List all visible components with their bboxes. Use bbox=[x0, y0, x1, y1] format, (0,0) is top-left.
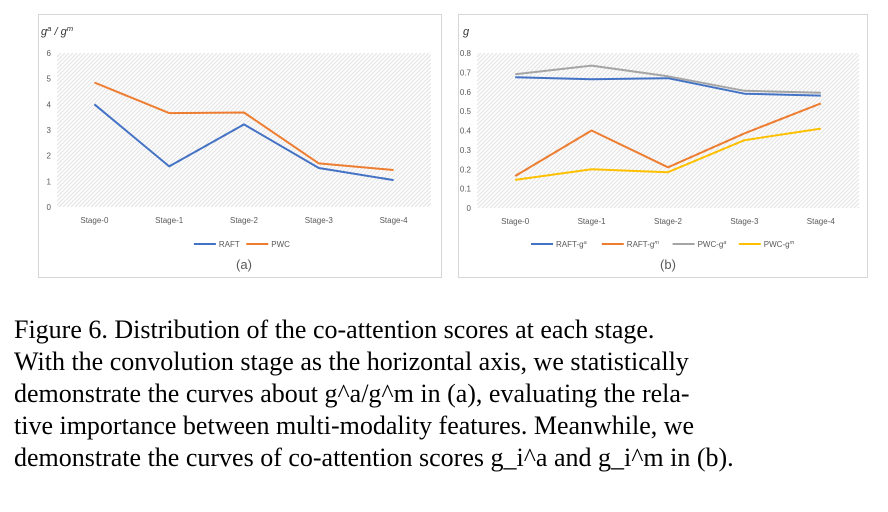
y-tick-label: 0.8 bbox=[460, 49, 472, 58]
y-tick-label: 0.1 bbox=[460, 185, 472, 194]
caption-line: With the convolution stage as the horizo… bbox=[14, 347, 689, 376]
caption-line: Figure 6. Distribution of the co-attenti… bbox=[14, 315, 655, 344]
legend-label: RAFT-ga bbox=[556, 240, 587, 249]
plot-area bbox=[57, 53, 431, 207]
x-tick-label: Stage-3 bbox=[305, 216, 334, 225]
y-tick-label: 0.4 bbox=[460, 127, 472, 136]
series-line bbox=[94, 81, 394, 171]
series-line bbox=[515, 76, 821, 97]
legend-label: RAFT-gm bbox=[627, 240, 660, 249]
y-tick-label: 0.5 bbox=[460, 107, 472, 116]
y-tick-label: 2 bbox=[47, 152, 52, 161]
x-tick-label: Stage-2 bbox=[654, 217, 683, 226]
x-tick-label: Stage-4 bbox=[380, 216, 409, 225]
series-line bbox=[514, 102, 822, 177]
y-axis-label: g bbox=[463, 26, 470, 38]
x-tick-label: Stage-3 bbox=[730, 217, 759, 226]
legend-label: PWC-ga bbox=[698, 240, 727, 249]
chart-a-svg: ga / gm 0 1 2 3 4 5 6 Stage-0 Stage-1 Stage-2 Stage… bbox=[41, 24, 431, 272]
y-tick-label: 3 bbox=[47, 126, 52, 135]
y-tick-label: 4 bbox=[47, 100, 52, 109]
y-axis-label: ga / gm bbox=[41, 24, 74, 39]
y-tick-label: 1 bbox=[47, 177, 52, 186]
y-tick-label: 0.7 bbox=[460, 68, 472, 77]
legend-label: PWC bbox=[271, 240, 290, 249]
x-tick-label: Stage-0 bbox=[501, 217, 530, 226]
y-tick-label: 0.3 bbox=[460, 146, 472, 155]
x-tick-label: Stage-4 bbox=[807, 217, 836, 226]
chart-legend: RAFT-ga RAFT-gm PWC-ga PWC-gm bbox=[531, 240, 795, 249]
x-tick-label: Stage-0 bbox=[80, 216, 109, 225]
caption-line: demonstrate the curves of co-attention s… bbox=[14, 443, 734, 472]
series-line bbox=[515, 64, 821, 94]
caption-line: demonstrate the curves about g^a/g^m in … bbox=[14, 379, 690, 408]
x-tick-label: Stage-1 bbox=[155, 216, 184, 225]
y-tick-label: 0 bbox=[467, 204, 472, 213]
panel-label: (a) bbox=[236, 257, 252, 272]
y-tick-label: 5 bbox=[47, 75, 52, 84]
series-line bbox=[93, 103, 394, 182]
legend-label: RAFT bbox=[219, 240, 240, 249]
legend-label: PWC-gm bbox=[764, 240, 795, 249]
x-tick-label: Stage-1 bbox=[578, 217, 607, 226]
series-line bbox=[515, 127, 821, 181]
chart-panel-a: ga / gm 0 1 2 3 4 5 6 Stage-0 Stage-1 Stage-2 Stage… bbox=[38, 14, 442, 278]
chart-legend: RAFT PWC bbox=[193, 240, 290, 249]
caption-line: tive importance between multi-modality f… bbox=[14, 411, 695, 440]
y-tick-label: 0.6 bbox=[460, 88, 472, 97]
x-tick-label: Stage-2 bbox=[230, 216, 259, 225]
figure-caption: Figure 6. Distribution of the co-attenti… bbox=[14, 314, 876, 474]
y-tick-label: 0.2 bbox=[460, 165, 472, 174]
panel-label: (b) bbox=[660, 257, 676, 272]
chart-panel-b: g 0 0.1 0.2 0.3 0.4 0.5 0.6 0.7 0.8 Stage-0 Stage-1… bbox=[458, 14, 868, 278]
chart-b-svg: g 0 0.1 0.2 0.3 0.4 0.5 0.6 0.7 0.8 Stage-0 Stage-1… bbox=[460, 26, 859, 272]
y-tick-label: 6 bbox=[47, 49, 52, 58]
y-tick-label: 0 bbox=[47, 203, 52, 212]
